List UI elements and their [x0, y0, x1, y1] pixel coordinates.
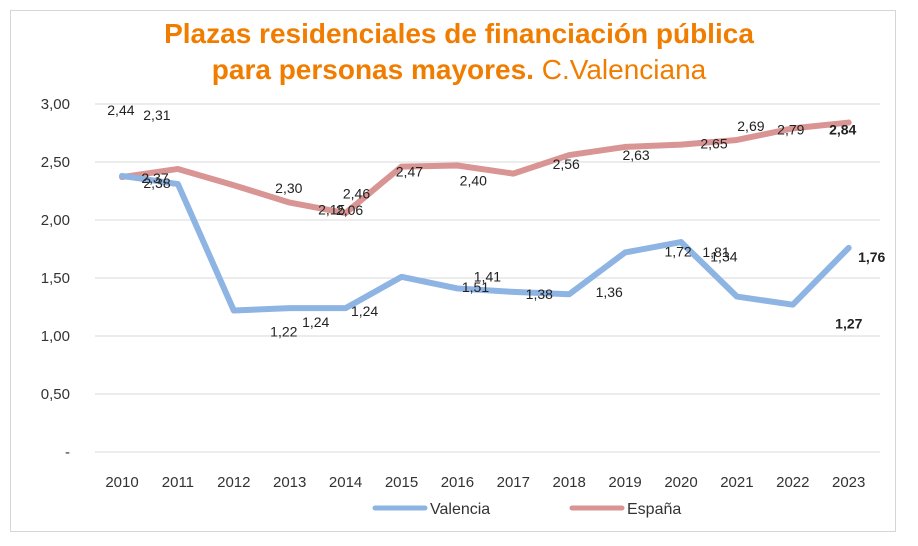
data-label-valencia: 1,51 [462, 279, 489, 295]
x-tick-label: 2015 [385, 474, 418, 491]
data-label-españa: 2,65 [700, 136, 727, 152]
x-tick-label: 2013 [273, 474, 306, 491]
y-tick-label: - [65, 444, 70, 461]
data-label-valencia: 1,22 [270, 323, 297, 339]
data-label-españa: 2,44 [107, 102, 134, 118]
x-tick-label: 2017 [497, 474, 530, 491]
data-label-valencia: 1,41 [474, 268, 501, 284]
data-label-españa: 2,15 [318, 202, 345, 218]
data-label-españa: 2,46 [343, 186, 370, 202]
x-tick-label: 2021 [720, 474, 753, 491]
data-label-españa: 2,84 [829, 122, 856, 138]
x-tick-label: 2020 [664, 474, 697, 491]
x-tick-label: 2014 [329, 474, 362, 491]
data-label-valencia: 2,31 [143, 107, 170, 123]
data-label-valencia: 1,34 [710, 249, 737, 265]
data-label-valencia: 1,76 [858, 249, 885, 265]
data-label-valencia: 1,81 [702, 244, 729, 260]
data-label-españa: 2,37 [141, 170, 168, 186]
data-label-valencia: 1,36 [596, 284, 623, 300]
title-line-2-bold: para personas mayores. [211, 54, 534, 85]
y-tick-label: 0,50 [41, 386, 70, 403]
data-label-valencia: 1,24 [302, 314, 329, 330]
x-tick-label: 2012 [217, 474, 250, 491]
x-tick-label: 2023 [832, 474, 865, 491]
data-label-españa: 2,47 [396, 163, 423, 179]
data-label-valencia: 1,38 [526, 286, 553, 302]
data-label-españa: 2,30 [275, 180, 302, 196]
data-label-valencia: 1,24 [351, 303, 378, 319]
series-line-españa [119, 119, 852, 217]
data-label-valencia: 1,72 [664, 243, 691, 259]
y-tick-label: 2,00 [41, 212, 70, 229]
data-label-españa: 2,06 [336, 202, 363, 218]
x-tick-label: 2022 [776, 474, 809, 491]
data-label-españa: 2,63 [622, 147, 649, 163]
data-label-españa: 2,56 [553, 156, 580, 172]
data-label-valencia: 2,38 [143, 175, 170, 191]
x-tick-label: 2019 [608, 474, 641, 491]
y-tick-label: 1,00 [41, 328, 70, 345]
x-tick-label: 2016 [441, 474, 474, 491]
data-label-españa: 2,69 [737, 118, 764, 134]
y-tick-label: 2,50 [41, 154, 70, 171]
title-line-1: Plazas residenciales de financiación púb… [164, 18, 754, 49]
title-line-2-light: C.Valenciana [541, 54, 707, 85]
y-tick-label: 3,00 [41, 96, 70, 113]
data-label-españa: 2,40 [460, 173, 487, 189]
x-tick-label: 2011 [162, 474, 194, 491]
series-line-valencia [119, 172, 852, 314]
legend-label-españa: España [627, 501, 681, 518]
chart-frame [10, 10, 896, 532]
y-tick-label: 1,50 [41, 270, 70, 287]
legend-label-valencia: Valencia [430, 501, 490, 518]
x-tick-label: 2010 [105, 474, 138, 491]
data-label-españa: 2,79 [777, 121, 804, 137]
data-label-valencia: 1,27 [835, 316, 862, 332]
x-tick-label: 2018 [553, 474, 586, 491]
chart-title: Plazas residenciales de financiación púb… [0, 16, 918, 88]
